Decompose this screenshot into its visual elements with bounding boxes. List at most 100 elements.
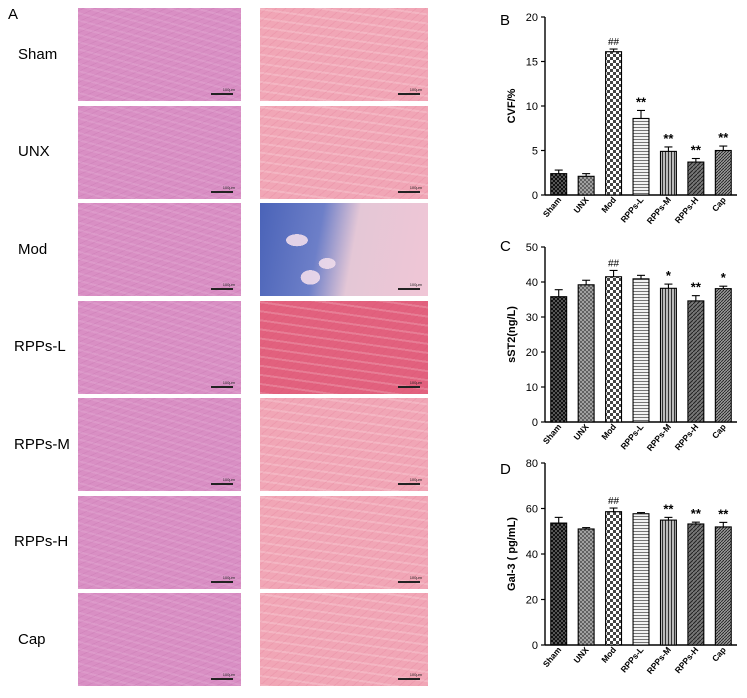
x-tick-label: RPPs-M: [645, 645, 673, 676]
row-label-rpps-h: RPPs-H: [14, 533, 69, 550]
bar-cap: [714, 288, 732, 423]
bar-rpps-m: [659, 287, 677, 423]
significance-mark: **: [636, 94, 647, 109]
scale-bar-label: 100μm: [222, 282, 235, 287]
scale-bar-label: 100μm: [409, 574, 422, 580]
x-tick-label: Cap: [710, 422, 728, 441]
significance-mark: **: [691, 280, 702, 295]
bar-mod: [605, 51, 623, 196]
x-tick-label: RPPs-H: [673, 422, 701, 452]
scale-bar: [211, 483, 233, 485]
bar-rpps-l: [632, 117, 650, 196]
x-tick-label: Mod: [599, 422, 618, 442]
x-tick-label: Sham: [541, 645, 564, 669]
scale-bar: [398, 93, 420, 95]
bar-rpps-l: [632, 278, 650, 423]
x-tick-label: RPPs-L: [618, 645, 645, 675]
panel-a-letter: A: [8, 6, 19, 23]
scale-bar-label: 100μm: [222, 184, 235, 190]
bar-rpps-h: [687, 161, 705, 196]
bar-mod: [605, 276, 623, 423]
row-label-mod: Mod: [18, 240, 48, 258]
x-tick-label: RPPs-H: [673, 645, 701, 675]
masson-image-rpps-h: 100μm: [260, 495, 428, 589]
masson-image-mod: 100μm: [260, 203, 428, 296]
scale-bar-label: 100μm: [409, 87, 422, 92]
y-tick-label: 60: [526, 504, 538, 516]
scale-bar: [211, 580, 233, 583]
bar-rpps-h: [687, 300, 705, 423]
row-label-unx: UNX: [18, 143, 50, 160]
scale-bar: [398, 190, 420, 193]
scale-bar: [211, 678, 233, 680]
bar-cap: [714, 526, 732, 646]
scale-bar-label: 100μm: [409, 672, 422, 677]
scale-bar: [398, 385, 420, 388]
y-tick-label: 80: [526, 458, 538, 470]
y-axis-label: sST2(ng/L): [506, 306, 518, 363]
bar-unx: [577, 284, 595, 423]
scale-bar: [211, 385, 233, 388]
scale-bar: [398, 678, 420, 680]
y-tick-label: 20: [526, 12, 538, 24]
scale-bar-label: 100μm: [409, 477, 422, 482]
y-tick-label: 40: [526, 277, 538, 289]
bar-unx: [577, 175, 595, 196]
significance-mark: **: [663, 131, 674, 146]
scale-bar: [398, 580, 420, 583]
masson-image-rpps-l: 100μm: [260, 300, 428, 394]
sst2-bar-chart: sST2(ng/L) 0 10 20 30 40 50 Sham UNX ## Mod RPPs-L *…: [506, 242, 737, 453]
masson-image-cap: 100μm: [260, 593, 428, 686]
significance-mark: ##: [608, 496, 620, 507]
x-tick-label: RPPs-M: [645, 422, 673, 453]
x-tick-label: RPPs-L: [618, 422, 645, 452]
panel-c-letter: C: [500, 238, 511, 255]
scale-bar: [211, 288, 233, 290]
significance-mark: **: [663, 501, 674, 516]
significance-mark: **: [718, 506, 729, 521]
significance-mark: **: [691, 143, 702, 158]
bar-sham: [550, 522, 568, 646]
y-tick-label: 0: [532, 417, 538, 429]
scale-bar-label: 100μm: [222, 672, 235, 677]
y-tick-label: 10: [526, 101, 538, 113]
scale-bar-label: 100μm: [409, 379, 422, 385]
he-image-unx: 100μm: [78, 105, 241, 199]
he-image-rpps-h: 100μm: [78, 495, 241, 589]
masson-image-rpps-m: 100μm: [260, 398, 428, 491]
y-tick-label: 50: [526, 242, 538, 254]
scale-bar: [398, 483, 420, 485]
significance-mark: *: [666, 268, 672, 283]
he-image-sham: 100μm: [78, 8, 241, 101]
he-image-cap: 100μm: [78, 593, 241, 686]
x-tick-label: Sham: [541, 422, 564, 446]
significance-mark: *: [721, 270, 727, 285]
x-tick-label: UNX: [571, 195, 590, 215]
scale-bar-label: 100μm: [222, 477, 235, 482]
masson-image-unx: 100μm: [260, 105, 428, 199]
x-tick-label: UNX: [571, 645, 590, 665]
y-axis-label: CVF/%: [506, 88, 518, 123]
scale-bar-label: 100μm: [409, 282, 422, 287]
x-tick-label: RPPs-M: [645, 195, 673, 226]
bar-cap: [714, 149, 732, 196]
significance-mark: **: [691, 506, 702, 521]
significance-mark: ##: [608, 37, 620, 48]
scale-bar: [211, 93, 233, 95]
row-label-rpps-m: RPPs-M: [14, 435, 70, 453]
significance-mark: **: [718, 130, 729, 145]
y-tick-label: 40: [526, 549, 538, 561]
masson-image-sham: 100μm: [260, 8, 428, 101]
y-tick-label: 10: [526, 382, 538, 394]
scale-bar-label: 100μm: [222, 87, 235, 92]
x-tick-label: Cap: [710, 195, 728, 214]
significance-mark: ##: [608, 258, 620, 269]
he-image-rpps-l: 100μm: [78, 300, 241, 394]
scale-bar: [398, 288, 420, 290]
bar-unx: [577, 528, 595, 646]
x-tick-label: RPPs-L: [618, 195, 645, 225]
scale-bar: [211, 190, 233, 193]
row-label-sham: Sham: [18, 45, 58, 63]
y-tick-label: 0: [532, 190, 538, 202]
bar-sham: [550, 296, 568, 423]
